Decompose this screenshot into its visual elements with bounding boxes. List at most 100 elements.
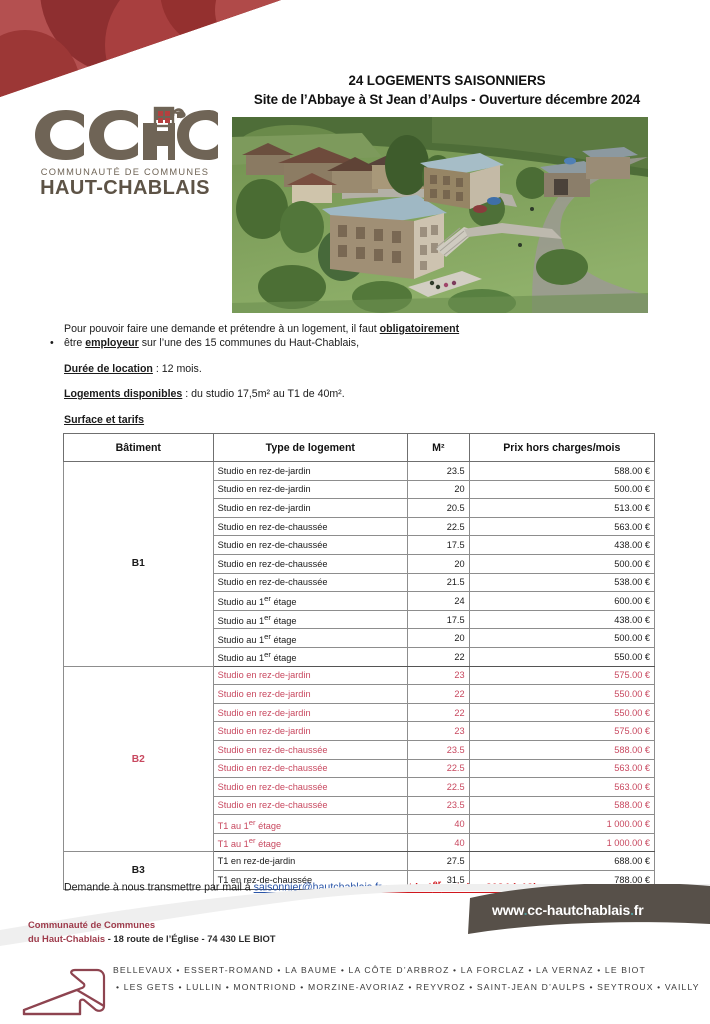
cell-price: 1 000.00 €	[468, 814, 656, 834]
footer-address-line2: du Haut-Chablais - 18 route de l’Église …	[28, 932, 275, 946]
footer-curve-graphic	[0, 884, 710, 954]
cell-price: 500.00 €	[468, 553, 656, 574]
cell-price: 563.00 €	[468, 777, 656, 797]
cell-type: T1 en rez-de-jardin	[212, 851, 409, 872]
table-row: Studio en rez-de-jardin 22 550.00 €	[64, 684, 656, 704]
cell-price: 563.00 €	[468, 758, 656, 779]
footer-address: Communauté de Communes du Haut-Chablais …	[28, 918, 275, 945]
hero-photo	[232, 117, 648, 313]
table-row: T1 au 1er étage 40 1 000.00 €	[64, 814, 656, 834]
duree-value: : 12 mois.	[152, 362, 202, 375]
cell-type: Studio en rez-de-chaussée	[212, 572, 409, 593]
cell-type: Studio en rez-de-jardin	[212, 479, 409, 500]
cell-type: T1 au 1er étage	[212, 832, 409, 853]
table-header-row: Bâtiment Type de logement M² Prix hors c…	[63, 433, 656, 462]
cell-type: Studio en rez-de-jardin	[212, 684, 409, 704]
cell-price: 513.00 €	[468, 498, 656, 518]
duree-line: Durée de location : 12 mois.	[64, 362, 654, 376]
logo-subtitle-line1: COMMUNAUTÉ DE COMMUNES	[40, 167, 210, 177]
table-row: Studio en rez-de-chaussée 23.5 588.00 €	[64, 795, 656, 816]
cell-m2: 23	[407, 721, 470, 741]
cell-m2: 22	[407, 646, 470, 667]
col-header-prix: Prix hors charges/mois	[468, 433, 656, 462]
table-row: Studio au 1er étage 22 550.00 €	[64, 646, 656, 667]
col-header-m2: M²	[407, 433, 470, 462]
cell-price: 588.00 €	[468, 739, 656, 760]
col-header-batiment: Bâtiment	[63, 433, 214, 462]
cell-price: 438.00 €	[468, 609, 656, 630]
dispo-value: : du studio 17,5m² au T1 de 40m².	[182, 388, 345, 401]
table-row: Studio en rez-de-chaussée 21.5 538.00 €	[64, 572, 656, 593]
cell-price: 588.00 €	[468, 795, 656, 816]
page-title: 24 LOGEMENTS SAISONNIERS Site de l’Abbay…	[232, 72, 662, 109]
table-row: Studio en rez-de-chaussée 22.5 563.00 €	[64, 777, 656, 797]
pricing-table: Bâtiment Type de logement M² Prix hors c…	[63, 433, 656, 890]
table-row: Studio en rez-de-chaussée 22.5 563.00 €	[64, 758, 656, 779]
cell-m2: 20	[407, 553, 470, 574]
intro-line-1: Pour pouvoir faire une demande et préten…	[64, 322, 654, 336]
title-line-1: 24 LOGEMENTS SAISONNIERS	[348, 73, 546, 88]
cell-price: 588.00 €	[468, 461, 656, 481]
cell-m2: 23.5	[407, 795, 470, 816]
bullet-dot-icon: •	[50, 337, 54, 350]
intro-line-1-plain: Pour pouvoir faire une demande et préten…	[64, 323, 380, 335]
logements-disponibles-line: Logements disponibles : du studio 17,5m²…	[64, 387, 654, 401]
cell-price: 550.00 €	[468, 646, 656, 667]
table-row: Studio au 1er étage 17.5 438.00 €	[64, 609, 656, 630]
cell-price: 1 000.00 €	[468, 832, 656, 853]
logo-subtitle-line2: HAUT-CHABLAIS	[40, 177, 210, 199]
banner-blob	[215, 0, 281, 55]
title-line-2: Site de l’Abbaye à St Jean d’Aulps - Ouv…	[253, 92, 641, 107]
col-header-type: Type de logement	[212, 433, 409, 462]
surface-tarifs-heading: Surface et tarifs	[64, 413, 654, 427]
cell-type: Studio en rez-de-chaussée	[212, 535, 409, 555]
intro-line-1-emphasis: obligatoirement	[379, 323, 460, 335]
footer-swoosh	[0, 884, 710, 954]
cchc-logo-icon	[35, 106, 218, 160]
cell-type: Studio en rez-de-chaussée	[212, 777, 409, 797]
duree-label: Durée de location	[64, 362, 153, 375]
communes-line-1: BELLEVAUX • ESSERT-ROMAND • LA BAUME • L…	[113, 965, 646, 975]
cell-m2: 22	[407, 684, 470, 704]
table-body: B1 Studio en rez-de-jardin 23.5 588.00 € Stu…	[63, 461, 656, 890]
cell-type: Studio en rez-de-chaussée	[212, 739, 409, 760]
surface-label: Surface et tarifs	[64, 413, 145, 426]
table-row: Studio en rez-de-jardin 22 550.00 €	[64, 702, 656, 723]
mail-pre-text: Demande à nous transmettre par mail à	[64, 881, 254, 894]
cell-price: 500.00 €	[468, 628, 656, 648]
table-row: Studio en rez-de-chaussée 20 500.00 €	[64, 553, 656, 574]
table-row: Studio en rez-de-jardin 23 575.00 €	[64, 721, 656, 741]
cell-m2: 21.5	[407, 572, 470, 593]
cell-price: 688.00 €	[468, 851, 656, 872]
table-row: Studio en rez-de-chaussée 22.5 563.00 €	[64, 516, 656, 537]
communes-line-2: • LES GETS • LULLIN • MONTRIOND • MORZIN…	[116, 982, 700, 992]
cell-m2: 40	[407, 814, 470, 834]
cell-price: 600.00 €	[468, 591, 656, 611]
cell-m2: 27.5	[407, 851, 470, 872]
cell-m2: 40	[407, 832, 470, 853]
cell-type: Studio en rez-de-jardin	[212, 665, 409, 686]
cell-type: Studio en rez-de-chaussée	[212, 553, 409, 574]
table-row: Studio en rez-de-chaussée 17.5 438.00 €	[64, 535, 656, 555]
cell-m2: 20	[407, 479, 470, 500]
website-url[interactable]: www.cc-hautchablais.fr	[492, 902, 644, 918]
cchc-logo: COMMUNAUTÉ DE COMMUNES HAUT-CHABLAIS	[32, 104, 218, 200]
footer-address-org: du Haut-Chablais	[28, 932, 106, 944]
cell-type: Studio au 1er étage	[212, 646, 409, 667]
footer-address-street: - 18 route de l’Église - 74 430 LE BIOT	[105, 932, 276, 944]
cell-type: Studio en rez-de-jardin	[212, 498, 409, 518]
cell-price: 575.00 €	[468, 665, 656, 686]
table-row: T1 au 1er étage 40 1 000.00 €	[64, 832, 656, 853]
intro-bullet-employer: • être employeur sur l’une des 15 commune…	[50, 336, 654, 350]
cell-m2: 24	[407, 591, 470, 611]
cell-price: 500.00 €	[468, 479, 656, 500]
cell-type: Studio au 1er étage	[212, 591, 409, 611]
cell-type: T1 en rez-de-chaussée	[212, 870, 409, 890]
footer-address-line1: Communauté de Communes	[28, 919, 156, 930]
cell-m2: 20	[407, 628, 470, 648]
bullet-post-text: sur l’une des 15 communes du Haut-Chabla…	[138, 337, 360, 350]
cell-m2: 20.5	[407, 498, 470, 518]
cell-type: Studio en rez-de-jardin	[212, 461, 409, 481]
table-row: B3 T1 en rez-de-jardin 27.5 688.00 €	[63, 851, 656, 890]
